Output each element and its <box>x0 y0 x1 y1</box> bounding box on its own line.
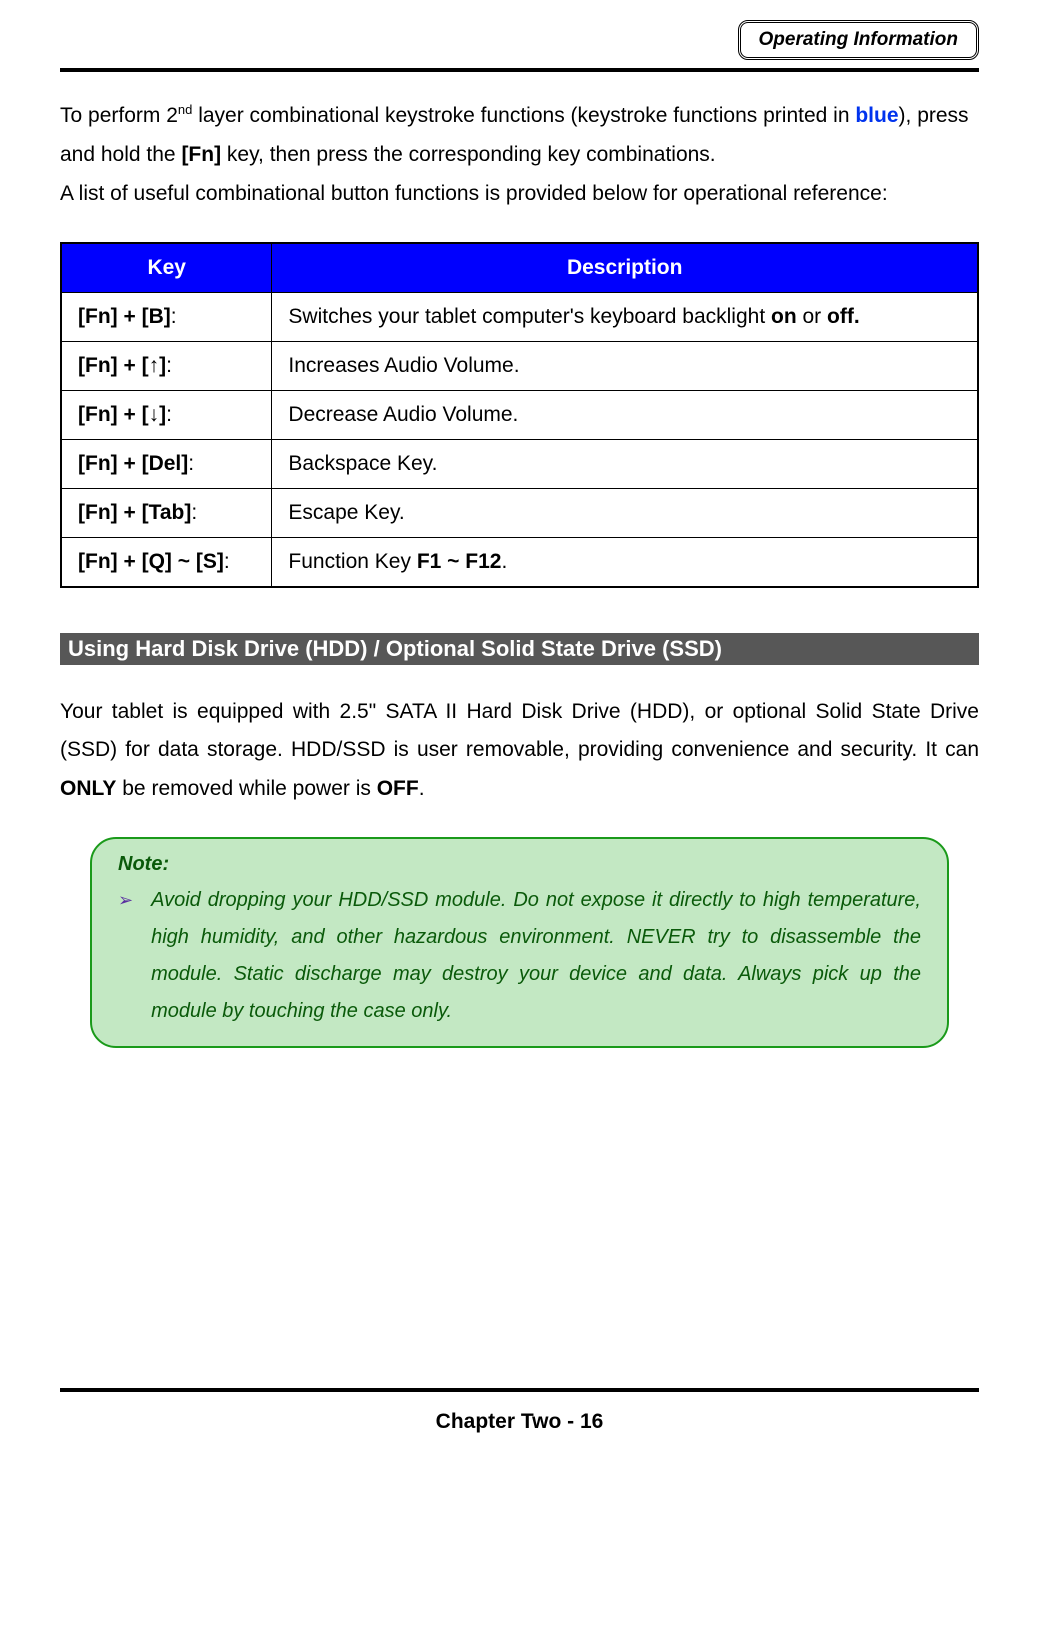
top-rule <box>60 68 979 72</box>
fn-key: [Fn] <box>181 143 221 166</box>
key-cell: [Fn] + [↓]: <box>61 390 272 439</box>
note-body: ➢ Avoid dropping your HDD/SSD module. Do… <box>118 882 921 1030</box>
intro-text: layer combinational keystroke functions … <box>192 104 855 127</box>
intro-text: To perform 2 <box>60 104 178 127</box>
key-combo: [Fn] + [↓] <box>78 403 166 426</box>
fn-key-table: Key Description [Fn] + [B]: Switches you… <box>60 242 979 588</box>
desc-bold: F1 ~ F12 <box>417 550 502 573</box>
hdd-paragraph: Your tablet is equipped with 2.5" SATA I… <box>60 693 979 810</box>
key-tail: : <box>171 305 177 328</box>
key-combo: [Fn] + [Tab] <box>78 501 191 524</box>
key-combo: [Fn] + [B] <box>78 305 171 328</box>
desc-cell: Decrease Audio Volume. <box>272 390 978 439</box>
table-row: [Fn] + [Q] ~ [S]: Function Key F1 ~ F12. <box>61 537 978 587</box>
intro-text-2: A list of useful combinational button fu… <box>60 182 888 205</box>
intro-text: key, then press the corresponding key co… <box>221 143 716 166</box>
key-cell: [Fn] + [B]: <box>61 292 272 341</box>
table-row: [Fn] + [Del]: Backspace Key. <box>61 439 978 488</box>
bottom-rule <box>60 1388 979 1392</box>
desc-cell: Increases Audio Volume. <box>272 341 978 390</box>
key-combo: [Fn] + [Q] ~ [S] <box>78 550 224 573</box>
page: Operating Information To perform 2nd lay… <box>0 0 1039 1494</box>
key-tail: : <box>188 452 194 475</box>
key-tail: : <box>166 403 172 426</box>
key-tail: : <box>224 550 230 573</box>
hdd-bold: OFF <box>377 777 419 800</box>
key-combo: [Fn] + [↑] <box>78 354 166 377</box>
desc-text: Switches your tablet computer's keyboard… <box>288 305 771 328</box>
key-tail: : <box>191 501 197 524</box>
table-row: [Fn] + [B]: Switches your tablet compute… <box>61 292 978 341</box>
hdd-text: be removed while power is <box>116 777 376 800</box>
hdd-bold: ONLY <box>60 777 116 800</box>
table-row: [Fn] + [↑]: Increases Audio Volume. <box>61 341 978 390</box>
th-key: Key <box>61 243 272 293</box>
note-title: Note: <box>118 853 921 876</box>
desc-cell: Switches your tablet computer's keyboard… <box>272 292 978 341</box>
note-text: Avoid dropping your HDD/SSD module. Do n… <box>151 882 921 1030</box>
blue-word: blue <box>855 104 898 127</box>
desc-cell: Function Key F1 ~ F12. <box>272 537 978 587</box>
key-cell: [Fn] + [↑]: <box>61 341 272 390</box>
hdd-text: . <box>419 777 425 800</box>
intro-sup: nd <box>178 102 192 117</box>
desc-text: or <box>797 305 827 328</box>
key-cell: [Fn] + [Del]: <box>61 439 272 488</box>
spacer <box>60 1048 979 1348</box>
desc-cell: Backspace Key. <box>272 439 978 488</box>
th-desc: Description <box>272 243 978 293</box>
desc-text: . <box>501 550 507 573</box>
key-tail: : <box>166 354 172 377</box>
header-band: Operating Information <box>60 20 979 60</box>
desc-text: Function Key <box>288 550 416 573</box>
hdd-text: Your tablet is equipped with 2.5" SATA I… <box>60 700 979 762</box>
section-heading: Using Hard Disk Drive (HDD) / Optional S… <box>60 633 979 665</box>
page-footer: Chapter Two - 16 <box>60 1402 979 1454</box>
note-box: Note: ➢ Avoid dropping your HDD/SSD modu… <box>90 837 949 1048</box>
bullet-icon: ➢ <box>118 882 133 1030</box>
desc-bold: on <box>771 305 797 328</box>
key-cell: [Fn] + [Tab]: <box>61 488 272 537</box>
table-row: [Fn] + [↓]: Decrease Audio Volume. <box>61 390 978 439</box>
header-badge: Operating Information <box>738 20 980 60</box>
desc-bold: off. <box>827 305 860 328</box>
key-cell: [Fn] + [Q] ~ [S]: <box>61 537 272 587</box>
key-combo: [Fn] + [Del] <box>78 452 188 475</box>
desc-cell: Escape Key. <box>272 488 978 537</box>
table-row: [Fn] + [Tab]: Escape Key. <box>61 488 978 537</box>
intro-paragraph: To perform 2nd layer combinational keyst… <box>60 97 979 214</box>
